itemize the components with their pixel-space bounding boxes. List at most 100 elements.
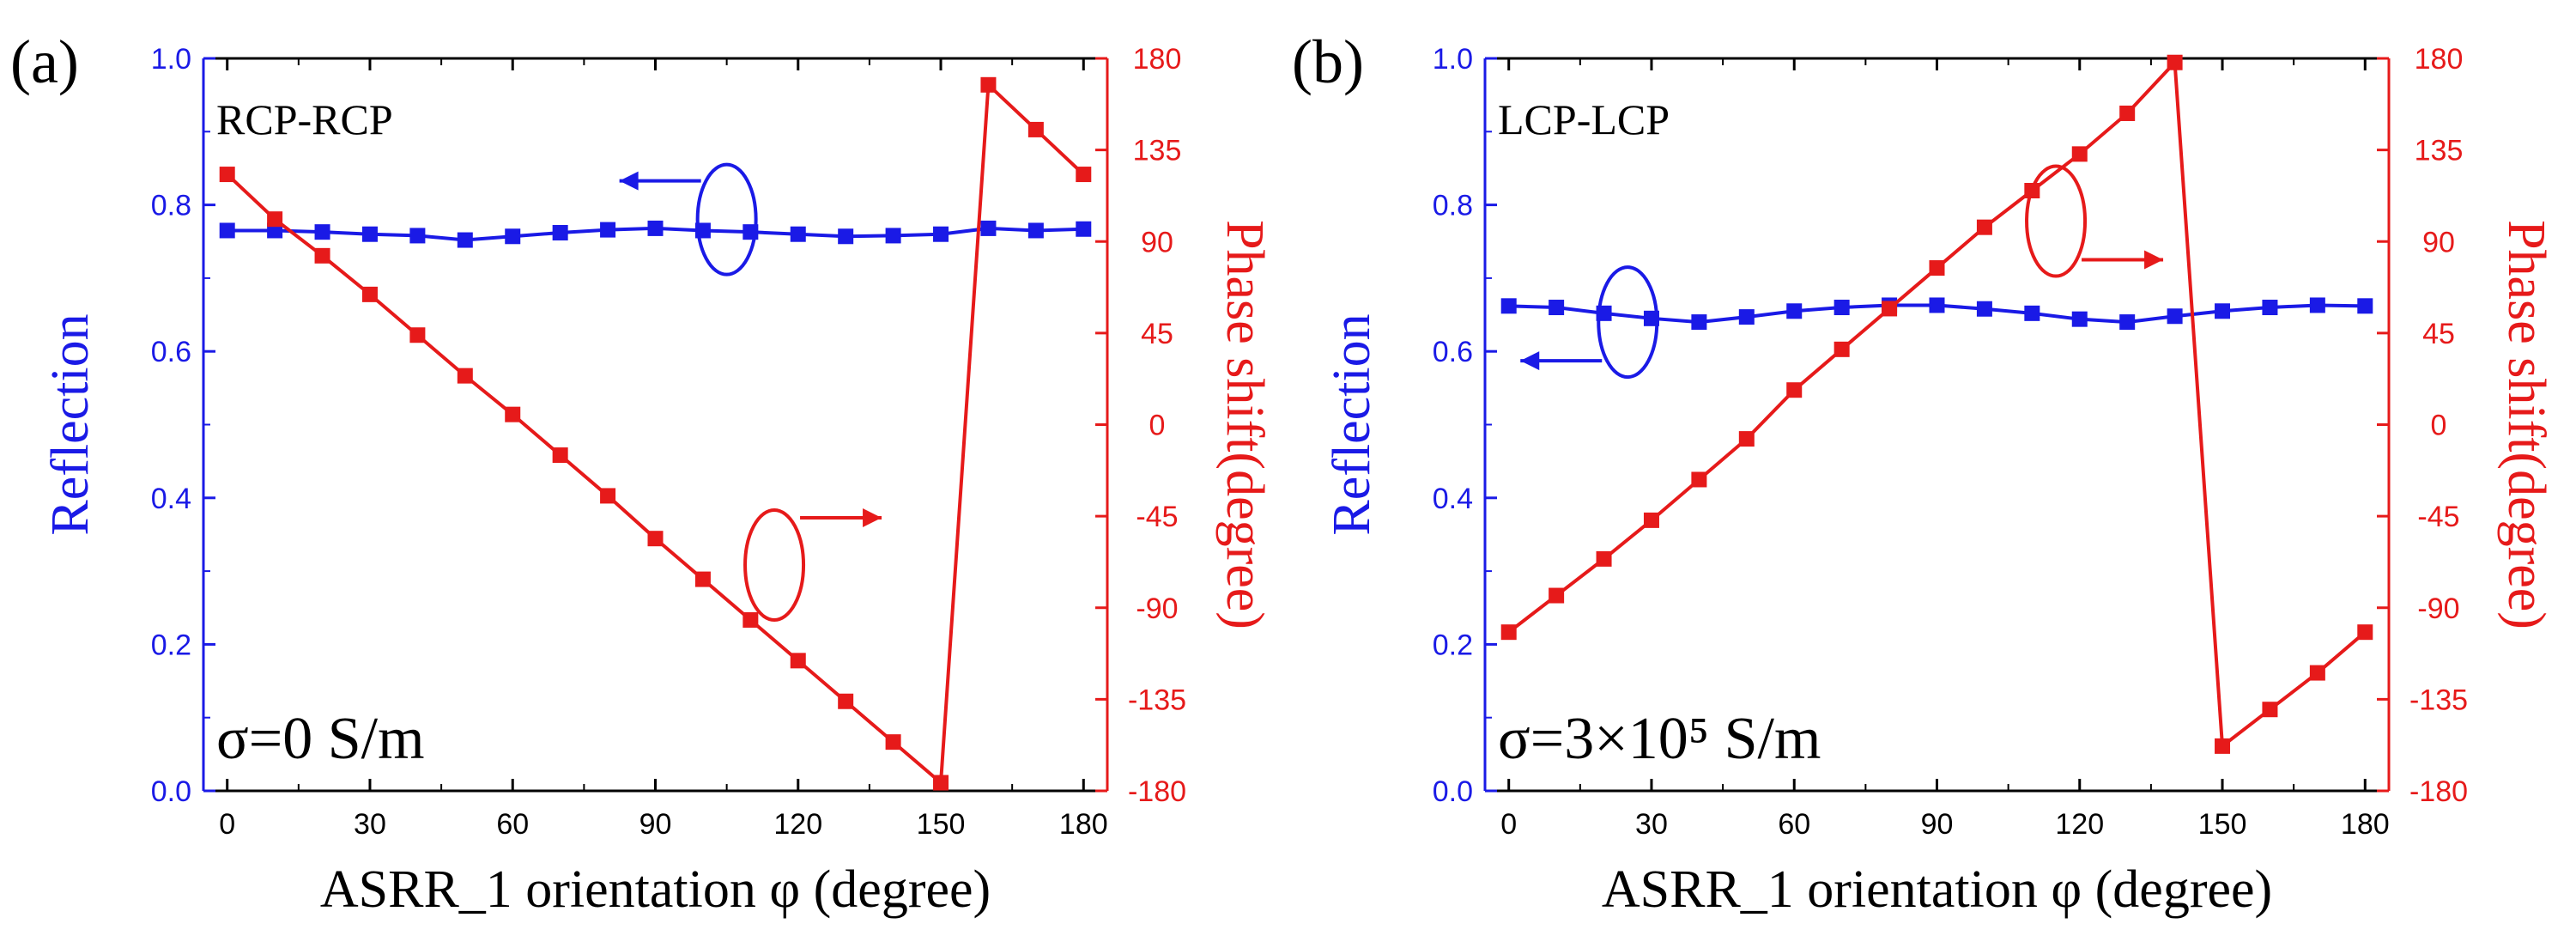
y-right-tick-label: 90: [1141, 226, 1173, 258]
reflection-point: [505, 228, 521, 245]
y-left-tick-label: 0.6: [151, 336, 191, 368]
y-right-tick-label: -45: [1136, 501, 1178, 533]
y-left-tick-label: 0.6: [1433, 336, 1473, 368]
panel-label: (a): [10, 27, 79, 96]
y-left-tick-label: 0.4: [1433, 483, 1473, 515]
reflection-point: [838, 228, 854, 245]
phase-point: [1500, 624, 1517, 641]
phase-point: [600, 488, 616, 504]
x-tick-label: 180: [1059, 808, 1108, 841]
reflection-point: [457, 232, 473, 248]
y-right-tick-label: 0: [1149, 410, 1166, 442]
reflection-point: [2024, 305, 2040, 321]
reflection-point: [409, 228, 426, 244]
x-tick-label: 60: [496, 808, 529, 841]
phase-point: [1786, 382, 1803, 398]
reflection-point: [980, 220, 997, 236]
reflection-arrow-head: [1520, 351, 1540, 371]
reflection-point: [361, 226, 378, 242]
phase-point: [505, 406, 521, 422]
phase-point: [2357, 624, 2373, 641]
phase-point: [2119, 105, 2136, 121]
x-tick-label: 0: [1500, 808, 1517, 841]
y-right-tick-label: 0: [2431, 410, 2447, 442]
x-axis-title: ASRR_1 orientation φ (degree): [320, 860, 991, 919]
reflection-point: [1500, 298, 1517, 314]
reflection-point: [552, 225, 568, 241]
phase-point: [647, 531, 664, 547]
reflection-point: [1076, 221, 1092, 237]
reflection-ellipse: [695, 162, 758, 276]
phase-point: [1027, 121, 1044, 137]
x-tick-label: 120: [773, 808, 822, 841]
y-right-axis-title: Phase shift(degree): [2497, 220, 2555, 629]
phase-point: [552, 447, 568, 464]
panel-label: (b): [1292, 27, 1364, 96]
y-left-tick-label: 0.2: [1433, 629, 1473, 661]
x-tick-label: 30: [1635, 808, 1668, 841]
y-left-tick-label: 0.8: [1433, 190, 1473, 222]
y-left-tick-label: 0.8: [151, 190, 191, 222]
x-tick-label: 60: [1778, 808, 1810, 841]
y-right-tick-label: 90: [2422, 226, 2455, 258]
y-right-tick-label: 135: [2415, 135, 2464, 167]
reflection-point: [1976, 301, 1992, 317]
phase-point: [1691, 471, 1707, 488]
reflection-point: [1786, 303, 1803, 319]
y-left-tick-label: 0.0: [151, 775, 191, 808]
mode-label: RCP-RCP: [216, 95, 393, 143]
reflection-point: [933, 226, 949, 242]
y-right-tick-label: 180: [1133, 43, 1182, 76]
x-tick-label: 120: [2055, 808, 2104, 841]
phase-point: [457, 368, 473, 384]
reflection-point: [1691, 314, 1707, 331]
reflection-ellipse: [1597, 265, 1659, 380]
y-left-tick-label: 0.0: [1433, 775, 1473, 808]
phase-point: [980, 76, 997, 93]
reflection-point: [600, 222, 616, 238]
phase-point: [361, 286, 378, 302]
phase-point: [1076, 167, 1092, 183]
y-right-tick-label: -180: [1128, 775, 1186, 808]
reflection-point: [2309, 297, 2325, 313]
phase-point: [1882, 301, 1898, 317]
y-right-tick-label: -135: [1128, 684, 1186, 716]
phase-point: [219, 167, 235, 183]
chart-panel-a: 0 30 60 90 120 150 180 0.0 0.2 0.4 0.6 0.8 1.0 -180 -1…: [10, 27, 1274, 919]
reflection-point: [1929, 297, 1945, 313]
reflection-point: [2215, 303, 2231, 319]
phase-line: [226, 81, 1085, 787]
y-left-tick-label: 1.0: [151, 43, 191, 76]
phase-point: [2215, 738, 2231, 754]
phase-arrow-head: [2144, 250, 2164, 270]
reflection-point: [314, 224, 330, 240]
reflection-point: [1027, 222, 1044, 239]
y-right-tick-label: -90: [2417, 592, 2459, 625]
y-left-tick-label: 0.4: [151, 483, 191, 515]
reflection-point: [1834, 300, 1850, 316]
phase-ellipse: [743, 507, 806, 622]
x-tick-label: 0: [219, 808, 235, 841]
y-right-tick-label: -45: [2417, 501, 2459, 533]
y-right-tick-label: 135: [1133, 135, 1182, 167]
reflection-arrow-head: [619, 171, 639, 191]
y-right-tick-label: -180: [2409, 775, 2468, 808]
y-right-tick-label: 180: [2415, 43, 2464, 76]
phase-point: [933, 775, 949, 791]
phase-line: [1507, 58, 2367, 750]
y-left-axis-title: Reflection: [1323, 313, 1381, 535]
phase-ellipse: [2025, 164, 2088, 278]
x-tick-label: 150: [917, 808, 966, 841]
y-left-tick-label: 0.2: [151, 629, 191, 661]
phase-point: [1929, 260, 1945, 276]
phase-point: [267, 211, 283, 228]
reflection-point: [2167, 308, 2183, 325]
reflection-point: [2071, 311, 2088, 327]
phase-arrow-head: [863, 507, 882, 527]
y-right-tick-label: 45: [2422, 318, 2455, 350]
x-tick-label: 90: [639, 808, 672, 841]
phase-point: [1738, 431, 1755, 447]
phase-point: [314, 247, 330, 264]
phase-point: [1596, 550, 1612, 567]
reflection-point: [885, 228, 901, 244]
